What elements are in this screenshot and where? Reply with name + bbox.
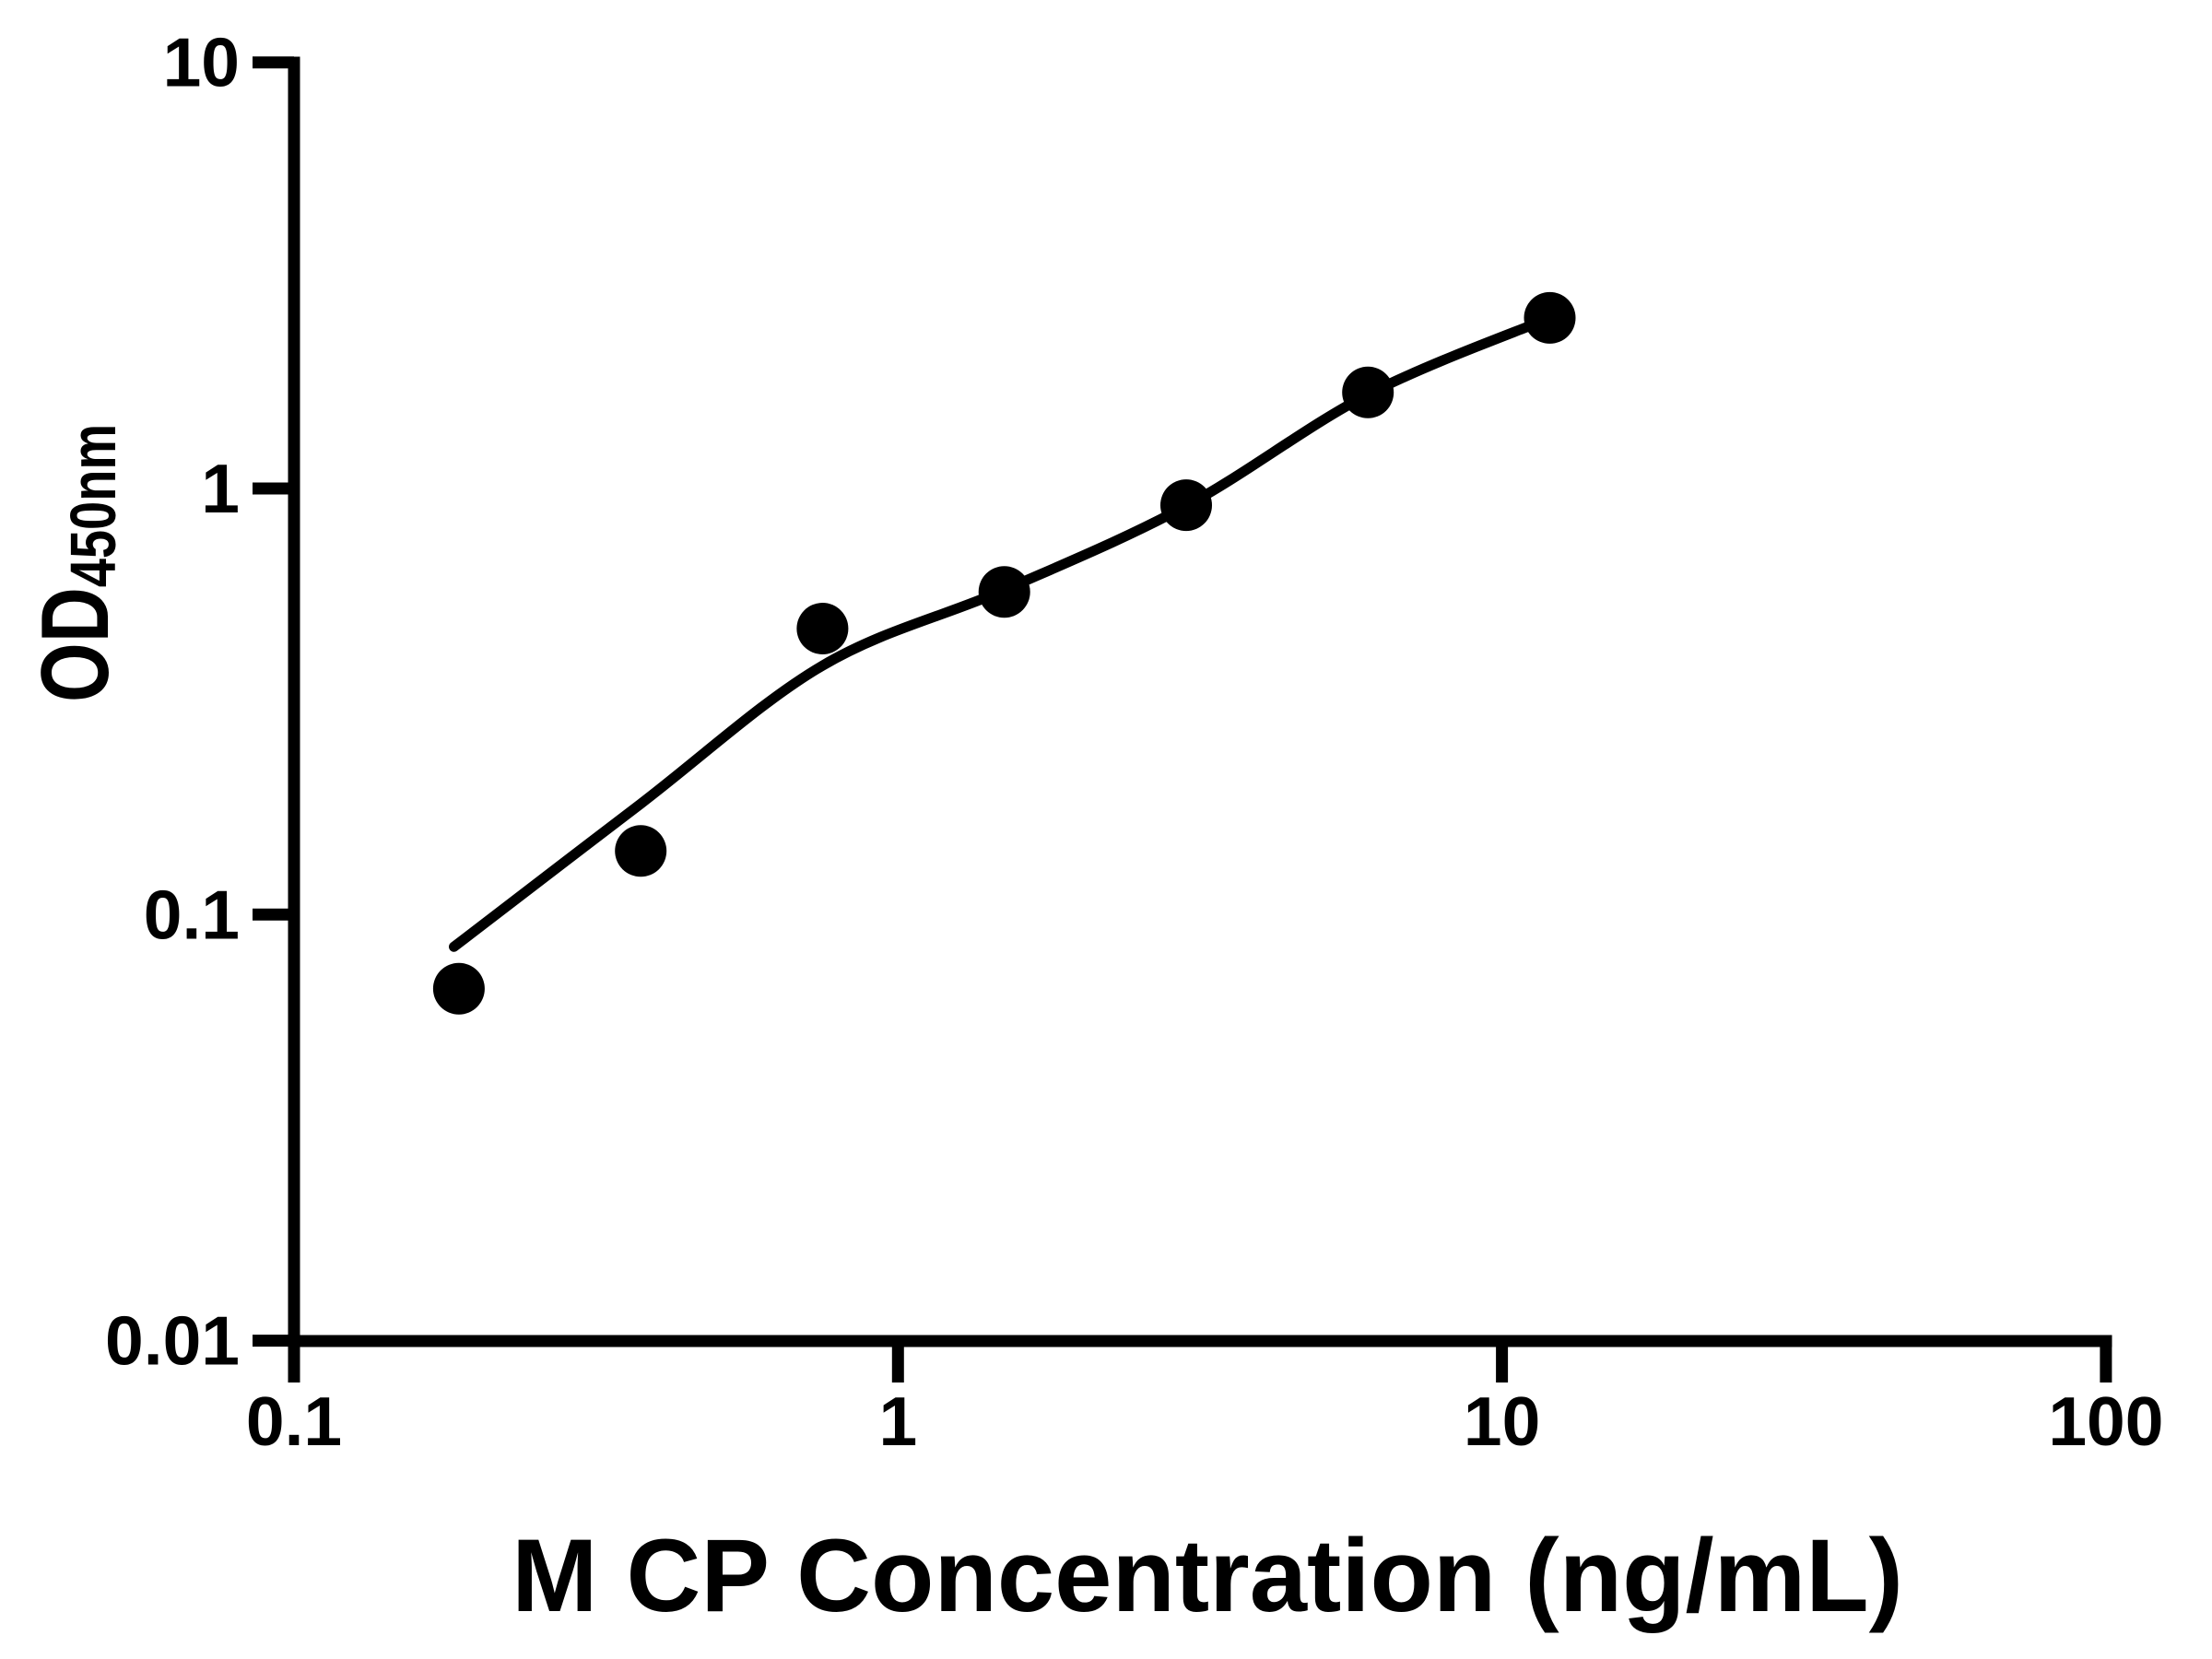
- y-axis-title-main: OD: [21, 587, 128, 702]
- data-point: [1342, 366, 1394, 418]
- data-point: [615, 825, 667, 877]
- y-axis-title: OD450nm: [21, 424, 129, 702]
- x-tick-label: 0.1: [246, 1382, 342, 1460]
- x-tick-label: 1: [878, 1382, 917, 1460]
- data-point: [978, 566, 1030, 618]
- y-tick-label: 0.1: [144, 876, 240, 953]
- x-axis-tick-labels: 0.1 1 10 100: [246, 1382, 2164, 1460]
- x-axis-ticks: [288, 1341, 2112, 1382]
- y-tick-label: 1: [201, 450, 240, 527]
- y-axis-tick-labels: 10 1 0.1 0.01: [105, 24, 240, 1380]
- x-axis-title: M CP Concentration (ng/mL): [512, 1518, 1903, 1633]
- y-axis-ticks: [253, 56, 294, 1347]
- data-point: [796, 603, 849, 654]
- data-points: [432, 291, 1576, 1015]
- y-axis-title-subscript: 450nm: [58, 424, 129, 587]
- y-axis: 10 1 0.1 0.01: [105, 24, 300, 1380]
- x-tick-label: 100: [2048, 1382, 2163, 1460]
- data-point: [432, 962, 485, 1015]
- x-axis: 0.1 1 10 100: [246, 1335, 2164, 1460]
- data-point: [1524, 291, 1576, 344]
- y-tick-label: 10: [163, 24, 240, 101]
- data-point: [1160, 479, 1212, 532]
- x-tick-label: 10: [1464, 1382, 1540, 1460]
- y-tick-label: 0.01: [105, 1302, 240, 1380]
